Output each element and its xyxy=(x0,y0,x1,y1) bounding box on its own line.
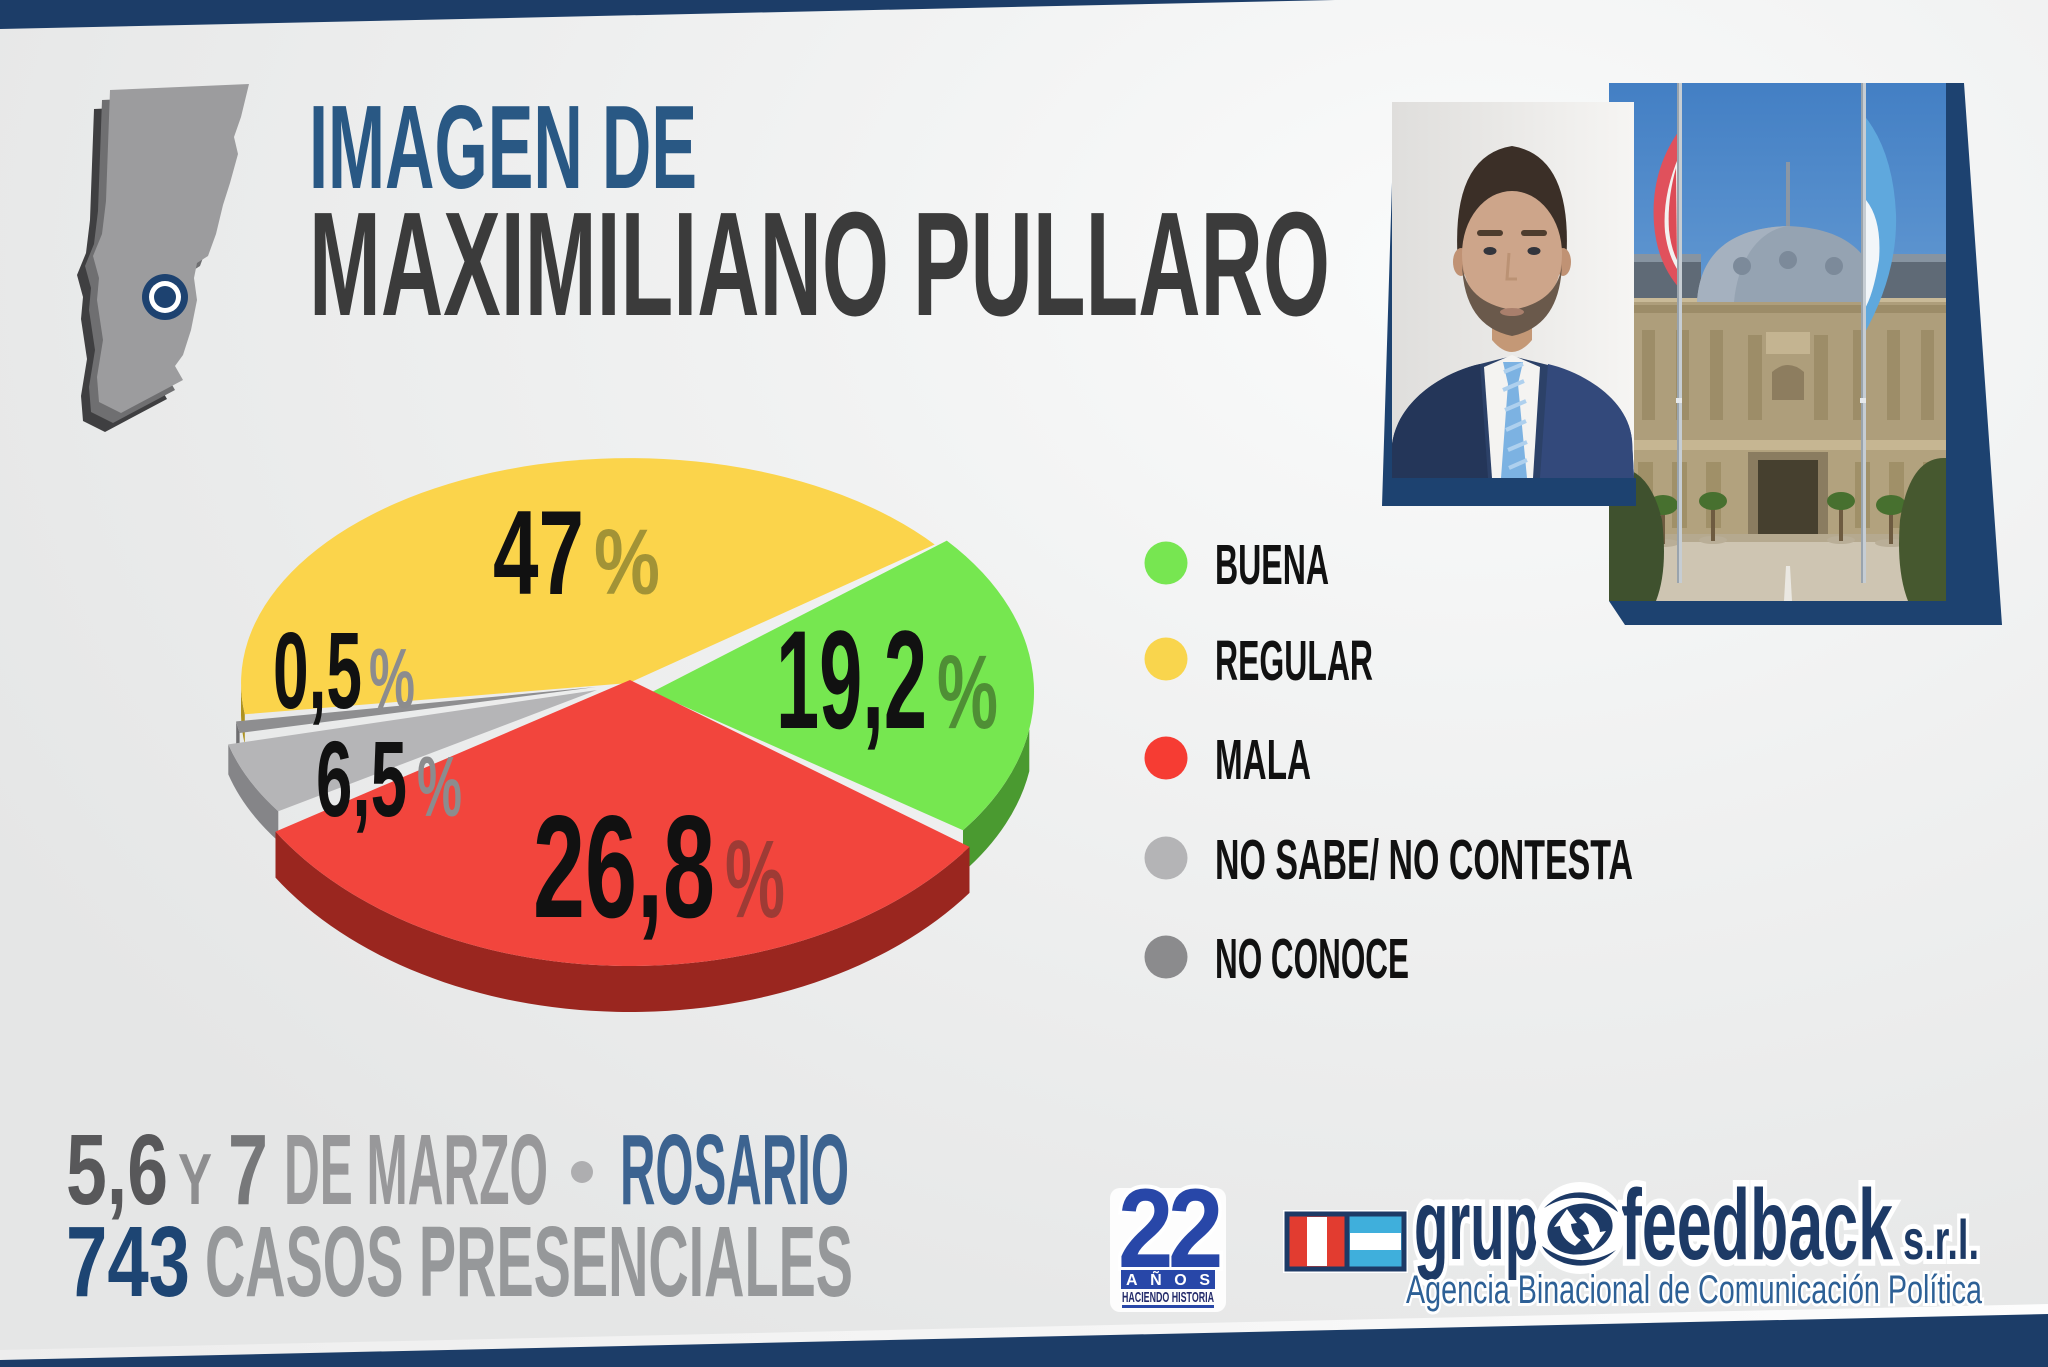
svg-text:NO CONOCE: NO CONOCE xyxy=(1215,927,1409,991)
svg-text:%: % xyxy=(417,740,462,835)
svg-text:7: 7 xyxy=(228,1114,268,1226)
svg-text:%: % xyxy=(725,818,785,941)
svg-text:s.r.l.: s.r.l. xyxy=(1903,1208,1979,1271)
svg-text:47: 47 xyxy=(493,486,584,620)
svg-text:HACIENDO HISTORIA: HACIENDO HISTORIA xyxy=(1122,1289,1214,1306)
svg-text:grup: grup xyxy=(1414,1169,1539,1281)
svg-text:0,5: 0,5 xyxy=(273,610,362,732)
svg-text:743: 743 xyxy=(66,1206,190,1318)
svg-text:%: % xyxy=(369,632,415,727)
svg-text:DE MARZO: DE MARZO xyxy=(284,1114,548,1226)
svg-text:feedback: feedback xyxy=(1621,1169,1893,1281)
svg-text:5,6: 5,6 xyxy=(66,1114,168,1226)
svg-text:NO SABE/ NO CONTESTA: NO SABE/ NO CONTESTA xyxy=(1215,828,1633,892)
svg-text:REGULAR: REGULAR xyxy=(1215,629,1373,693)
svg-text:IMAGEN DE: IMAGEN DE xyxy=(309,81,697,214)
svg-text:%: % xyxy=(937,634,998,751)
svg-text:Agencia Binacional de Comunica: Agencia Binacional de Comunicación Polít… xyxy=(1406,1268,1983,1312)
svg-text:BUENA: BUENA xyxy=(1215,533,1329,597)
svg-text:Y: Y xyxy=(178,1140,212,1220)
svg-text:19,2: 19,2 xyxy=(776,601,927,758)
svg-text:MALA: MALA xyxy=(1215,728,1311,792)
svg-text:6,5: 6,5 xyxy=(316,718,407,839)
svg-text:CASOS PRESENCIALES: CASOS PRESENCIALES xyxy=(205,1206,853,1318)
svg-text:ROSARIO: ROSARIO xyxy=(620,1114,849,1226)
svg-text:%: % xyxy=(594,510,660,614)
svg-text:MAXIMILIANO PULLARO: MAXIMILIANO PULLARO xyxy=(309,182,1330,347)
svg-text:26,8: 26,8 xyxy=(533,785,715,948)
